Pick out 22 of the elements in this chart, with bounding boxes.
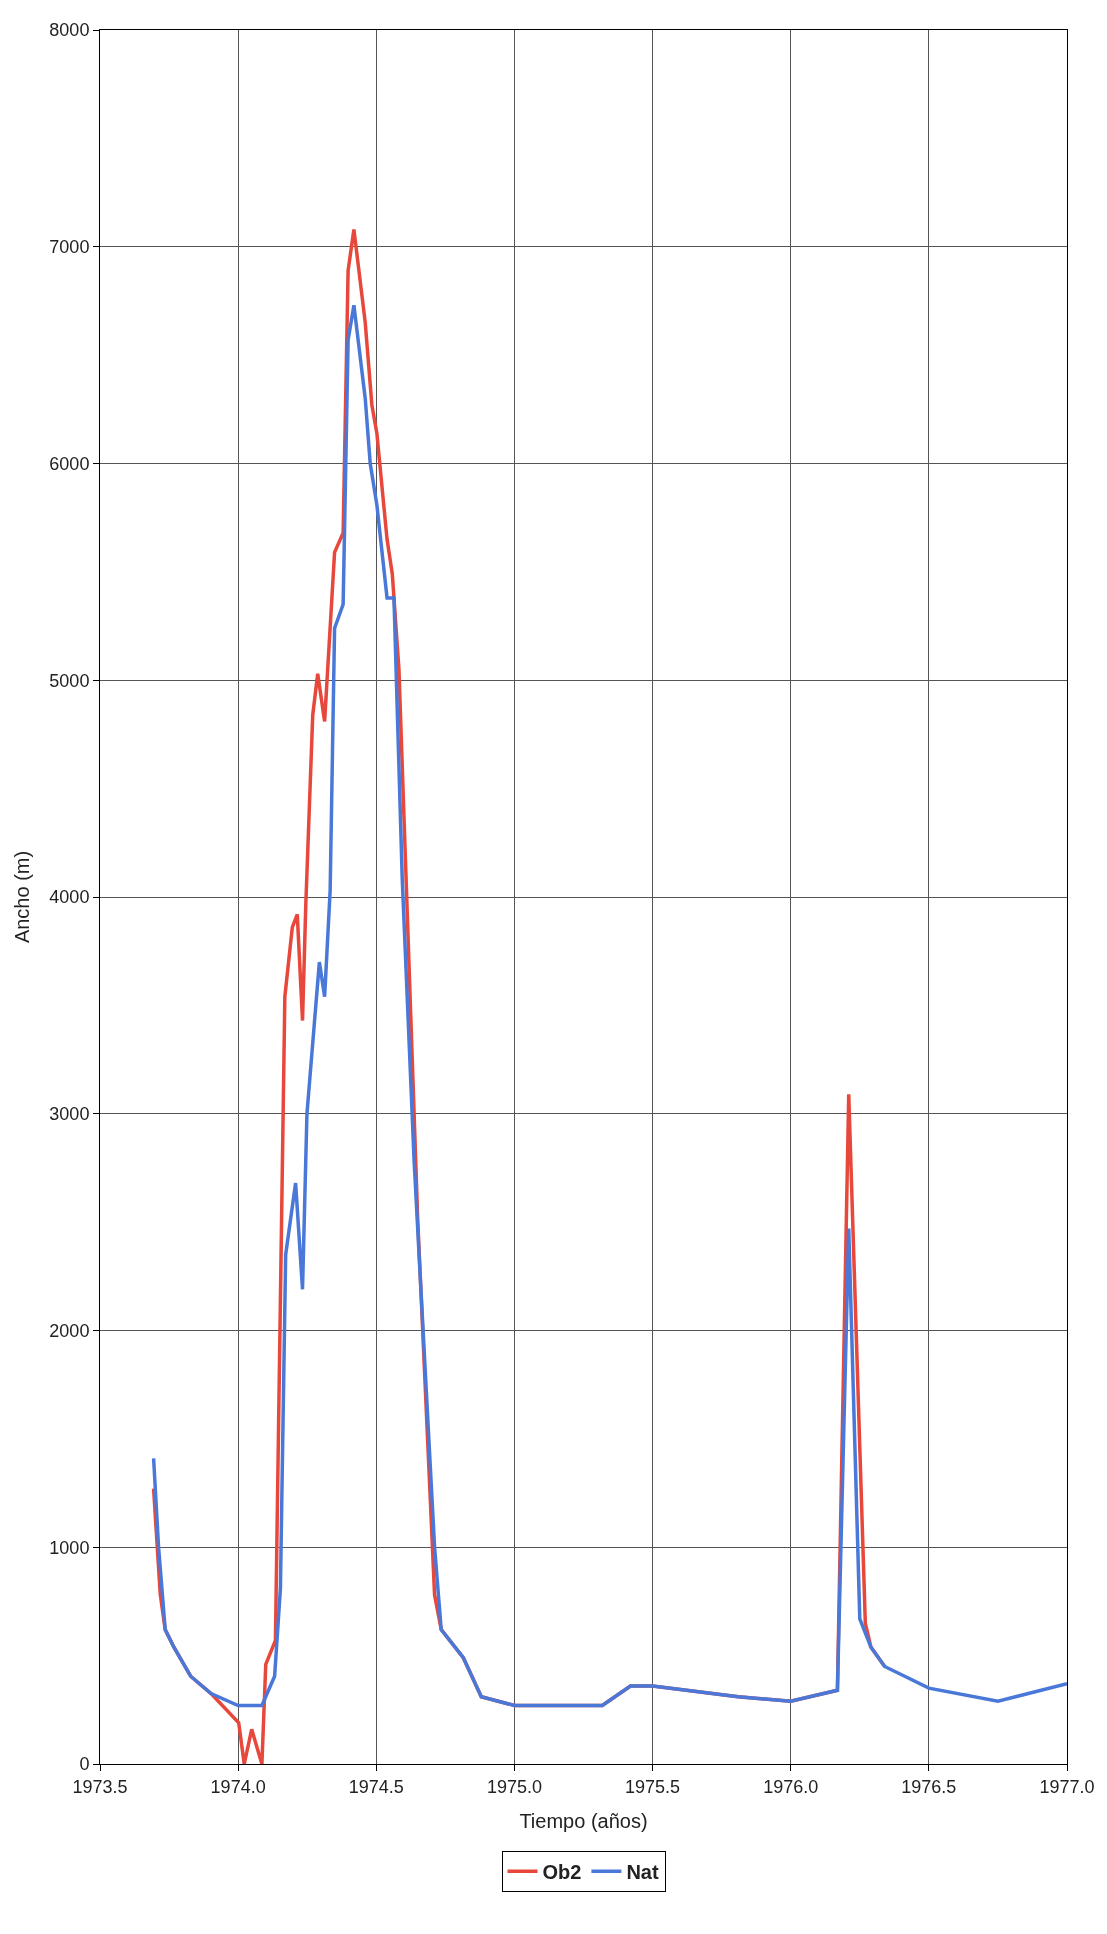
y-axis-title: Ancho (m) (10, 850, 33, 944)
x-tick-label: 1977.0 (1039, 1776, 1095, 1797)
y-tick-label: 8000 (49, 20, 90, 41)
y-tick-label: 2000 (49, 1320, 90, 1341)
y-tick-label: 4000 (49, 887, 90, 908)
x-tick-label: 1976.0 (763, 1776, 819, 1797)
x-tick-label: 1975.5 (625, 1776, 681, 1797)
legend-label: Nat (626, 1861, 659, 1883)
x-tick-label: 1974.5 (348, 1776, 404, 1797)
x-tick-label: 1973.5 (72, 1776, 128, 1797)
y-tick-label: 1000 (49, 1537, 90, 1558)
y-tick-label: 3000 (49, 1104, 90, 1125)
x-axis-title: Tiempo (años) (519, 1810, 648, 1833)
y-tick-label: 0 (79, 1754, 90, 1775)
line-series (151, 303, 1067, 1708)
y-tick-label: 7000 (49, 237, 90, 258)
x-tick-label: 1974.0 (210, 1776, 266, 1797)
x-tick-label: 1975.0 (486, 1776, 542, 1797)
x-tick-label: 1976.5 (901, 1776, 957, 1797)
y-tick-label: 5000 (49, 670, 90, 691)
y-tick-label: 6000 (49, 453, 90, 474)
legend-label: Ob2 (542, 1861, 582, 1883)
